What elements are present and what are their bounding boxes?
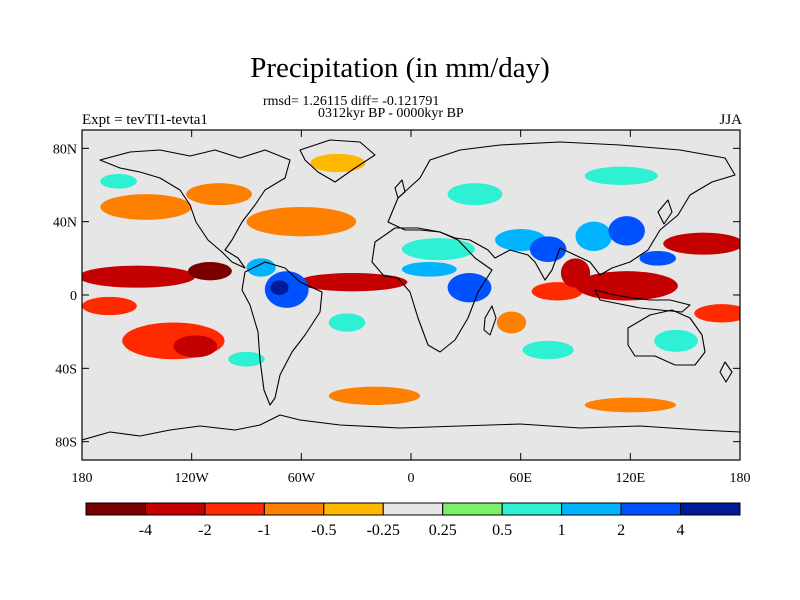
anomaly-south-america-east-wet — [328, 313, 366, 332]
colorbar-label: -1 — [258, 522, 271, 539]
colorbar-swatch — [204, 502, 265, 516]
lat-tick-label: 80S — [55, 436, 77, 451]
lat-tick-label: 80N — [53, 142, 77, 157]
lat-tick-label: 40N — [53, 216, 77, 231]
coastline-north-america — [99, 149, 291, 269]
coastline-australia — [627, 309, 706, 366]
colorbar-swatch — [382, 502, 444, 516]
anomaly-central-pacific-itcz-dry — [82, 265, 196, 288]
colorbar-label: 0.25 — [429, 522, 457, 539]
coastline-eurasia — [387, 141, 736, 281]
anomaly-east-pacific-itcz-dry — [188, 262, 232, 281]
coastlines — [82, 139, 740, 441]
anomaly-south-atlantic-dry — [328, 386, 421, 406]
colorbar-swatch — [561, 502, 622, 516]
colorbar-swatch — [263, 502, 325, 516]
colorbar-swatch — [501, 502, 563, 516]
anomaly-west-pacific-north-dry — [663, 232, 740, 255]
colorbar-swatch — [144, 502, 206, 516]
anomaly-south-indian-wet — [522, 340, 574, 360]
anomaly-atlantic-itcz-dry — [297, 273, 408, 292]
anomaly-field — [82, 153, 740, 413]
colorbar-label: 4 — [677, 522, 685, 539]
anomaly-north-pacific-dry — [100, 194, 192, 220]
anomaly-northwest-pacific-wet — [639, 251, 677, 266]
coastline-britain — [394, 179, 406, 199]
anomaly-australia-wet — [654, 329, 698, 352]
axis-ticks: 80N 40N 0 40S 80S 180 120W 60W 0 60E 120E 180 — [53, 130, 751, 486]
stats-line: rmsd= 1.26115 diff= -0.121791 — [263, 94, 440, 109]
colorbar-label: -4 — [139, 522, 152, 539]
season-label: JJA — [719, 112, 742, 128]
anomaly-colombia-wet-core — [270, 280, 289, 295]
colorbar: -4 -2 -1 -0.5 -0.25 0.25 0.5 1 2 4 — [85, 502, 741, 539]
period-line: 0312kyr BP - 0000kyr BP — [318, 106, 464, 121]
anomaly-east-africa-wet — [447, 273, 492, 303]
lon-tick-label: 120W — [175, 471, 210, 486]
lon-tick-label: 0 — [408, 471, 415, 486]
lon-tick-label: 180 — [72, 471, 93, 486]
anomaly-south-asia-wet — [529, 236, 567, 262]
lon-tick-label: 60W — [288, 471, 316, 486]
anomaly-indian-ocean-dry — [531, 282, 583, 301]
anomaly-europe-wet — [447, 183, 503, 206]
lon-tick-label: 120E — [616, 471, 646, 486]
colorbar-swatch — [85, 502, 146, 516]
colorbar-swatch — [323, 502, 384, 516]
anomaly-china-wet — [608, 216, 645, 246]
colorbar-swatch — [620, 502, 682, 516]
experiment-label: Expt = tevTI1-tevta1 — [82, 112, 208, 128]
colorbar-label: -0.25 — [367, 522, 400, 539]
lon-tick-label: 60E — [509, 471, 532, 486]
anomaly-southern-ocean-dry — [584, 397, 677, 413]
coastline-south-america — [241, 261, 323, 406]
anomaly-siberia-wet — [584, 166, 658, 185]
colorbar-label: -0.5 — [311, 522, 336, 539]
anomaly-south-pacific-wet — [228, 351, 265, 367]
anomaly-maritime-continent-dry — [575, 271, 678, 301]
colorbar-swatch — [442, 502, 503, 516]
anomaly-south-pacific-dry-core — [173, 335, 218, 358]
coastline-japan — [657, 199, 673, 225]
colorbar-label: 0.5 — [492, 522, 512, 539]
coastline-madagascar — [483, 305, 497, 336]
lat-tick-label: 40S — [55, 362, 77, 377]
colorbar-label: 1 — [558, 522, 566, 539]
anomaly-north-atlantic-dry — [246, 207, 357, 237]
lon-tick-label: 180 — [730, 471, 751, 486]
coastline-antarctica — [82, 414, 740, 441]
anomaly-alaska-wet — [100, 174, 137, 189]
lat-tick-label: 0 — [70, 289, 77, 304]
anomaly-caribbean-wet — [246, 258, 276, 277]
anomaly-canada-dry — [186, 183, 252, 206]
anomaly-west-pacific-south-dry — [694, 304, 740, 323]
colorbar-label: 2 — [617, 522, 625, 539]
coastline-greenland — [299, 139, 376, 183]
anomaly-greenland-dry — [310, 153, 366, 173]
colorbar-label: -2 — [198, 522, 211, 539]
anomaly-tibet-wet — [575, 221, 613, 251]
anomaly-sahara-wet — [401, 238, 475, 261]
anomaly-central-pacific-south-dry — [82, 296, 137, 316]
coastline-indonesia — [594, 289, 691, 313]
map-title: Precipitation (in mm/day) — [250, 52, 550, 84]
colorbar-swatch — [680, 502, 741, 516]
anomaly-west-africa-wet — [401, 262, 457, 277]
coastline-new-zealand — [719, 361, 733, 383]
anomaly-madagascar-dry — [496, 311, 527, 334]
